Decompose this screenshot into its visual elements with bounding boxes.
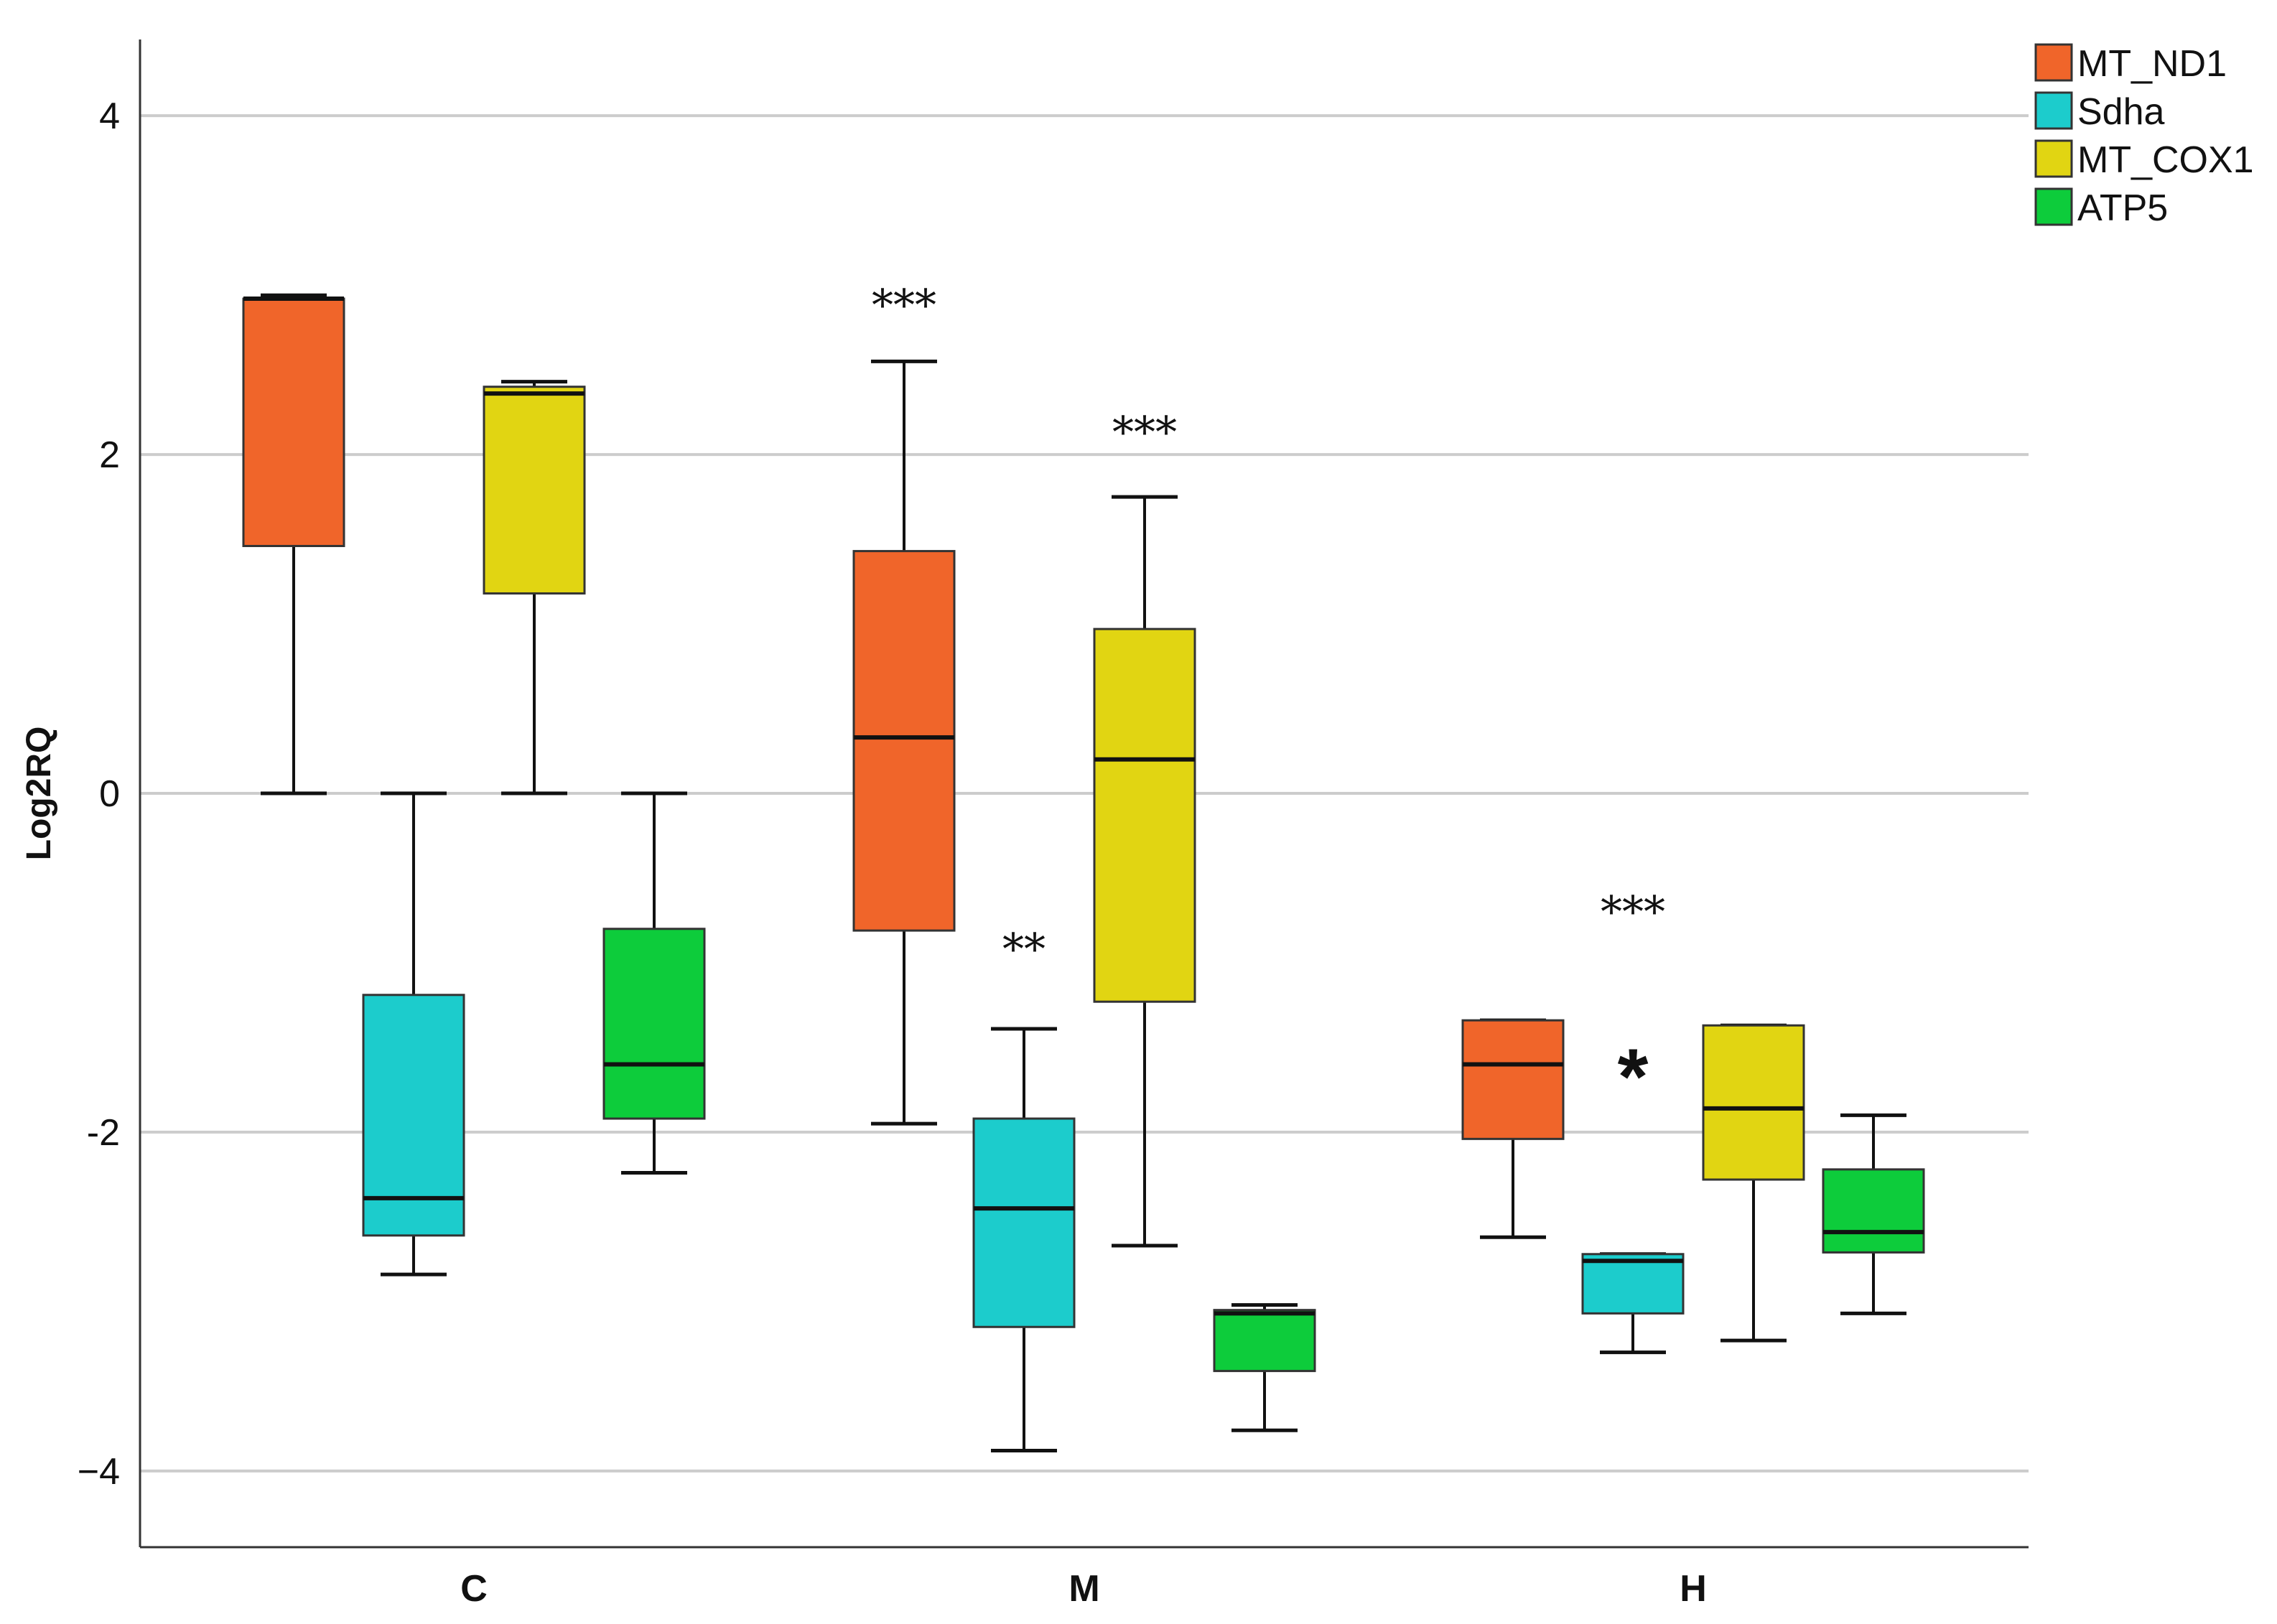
box-iqr — [972, 1117, 1076, 1328]
legend-item: ATP5 — [2034, 187, 2168, 229]
legend-swatch — [2034, 187, 2073, 226]
significance-label: *** — [1601, 887, 1665, 937]
legend-swatch — [2034, 139, 2073, 178]
legend-label: Sdha — [2077, 91, 2165, 133]
x-tick-label: M — [1068, 1568, 1099, 1610]
box-iqr — [1581, 1253, 1685, 1315]
box-Sdha-H — [1581, 1252, 1685, 1355]
box-iqr — [1461, 1019, 1565, 1140]
box-iqr — [242, 297, 345, 548]
box-Sdha-C — [362, 791, 465, 1277]
x-tick-label: H — [1680, 1568, 1707, 1610]
significance-label: *** — [872, 281, 936, 331]
legend-swatch — [2034, 91, 2073, 130]
legend-label: ATP5 — [2077, 187, 2168, 229]
box-iqr — [602, 928, 706, 1120]
box-MT_COX1-M — [1093, 495, 1196, 1248]
legend-swatch — [2034, 43, 2073, 82]
box-MT_ND1-C — [242, 293, 345, 795]
box-iqr — [1822, 1168, 1925, 1254]
legend-item: MT_COX1 — [2034, 139, 2254, 181]
legend-item: MT_ND1 — [2034, 43, 2227, 85]
y-tick-label: -2 — [87, 1112, 120, 1154]
legend-item: Sdha — [2034, 91, 2165, 133]
legend: MT_ND1 Sdha MT_COX1 ATP5 — [2034, 43, 2254, 229]
box-iqr — [362, 994, 465, 1237]
box-MT_ND1-H — [1461, 1018, 1565, 1239]
box-iqr — [483, 386, 586, 595]
y-tick-label: 2 — [99, 434, 120, 476]
box-ATP5-C — [602, 791, 706, 1175]
significance-label: ** — [1002, 924, 1046, 974]
box-MT_ND1-M — [852, 359, 956, 1126]
box-ATP5-H — [1822, 1113, 1925, 1315]
box-ATP5-M — [1213, 1303, 1316, 1432]
significance-annotations: ************ — [872, 281, 1665, 1121]
box-iqr — [1093, 627, 1196, 1003]
y-tick-label: 0 — [99, 773, 120, 815]
y-axis-title: Log2RQ — [20, 727, 58, 861]
box-MT_COX1-H — [1702, 1023, 1805, 1343]
y-tick-label: −4 — [78, 1451, 120, 1493]
significance-label: * — [1618, 1033, 1649, 1121]
significance-label: *** — [1112, 408, 1177, 458]
legend-label: MT_COX1 — [2077, 139, 2254, 181]
box-Sdha-M — [972, 1027, 1076, 1453]
box-MT_COX1-C — [483, 380, 586, 795]
box-iqr — [852, 550, 956, 932]
x-tick-label: C — [460, 1568, 488, 1610]
axes: 4 2 0 -2 −4 C M H Log2RQ — [20, 39, 2029, 1610]
box-iqr — [1213, 1309, 1316, 1373]
legend-label: MT_ND1 — [2077, 43, 2227, 85]
box-iqr — [1702, 1024, 1805, 1181]
y-tick-label: 4 — [99, 95, 120, 137]
box-series — [242, 293, 1925, 1453]
